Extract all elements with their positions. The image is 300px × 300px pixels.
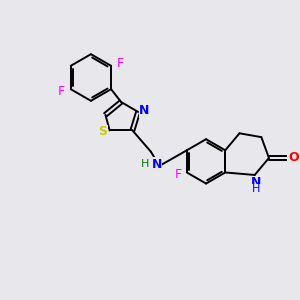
Text: F: F xyxy=(117,57,124,70)
Text: O: O xyxy=(289,152,299,164)
Text: H: H xyxy=(252,184,260,194)
Text: F: F xyxy=(175,168,182,181)
Text: N: N xyxy=(152,158,162,171)
Text: N: N xyxy=(139,104,149,117)
Text: S: S xyxy=(98,125,107,138)
Text: F: F xyxy=(58,85,65,98)
Text: H: H xyxy=(141,160,149,170)
Text: N: N xyxy=(251,176,261,189)
